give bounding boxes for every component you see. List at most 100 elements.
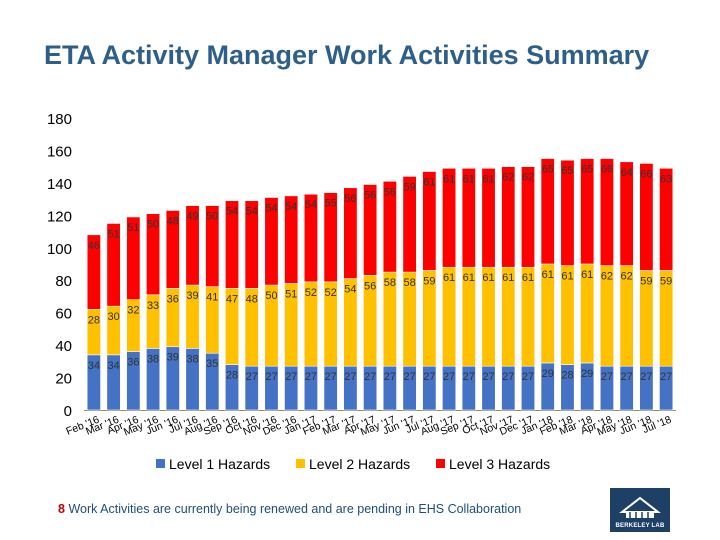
data-label: 30 [107,311,119,323]
data-label: 27 [423,371,435,383]
bar-segment-3 [540,158,555,265]
data-label: 48 [167,215,179,227]
bar-segment-3 [520,166,536,268]
bar-segment-3 [244,200,259,289]
data-label: 54 [344,284,356,296]
data-label: 50 [147,219,159,231]
data-label: 38 [147,353,159,365]
bar-segment-3 [205,205,220,288]
bar-segment-3 [560,159,575,266]
data-label: 32 [127,305,139,317]
data-label: 61 [522,272,534,284]
data-label: 52 [305,287,317,299]
data-label: 62 [502,172,514,184]
bar-segment-3 [185,205,200,286]
y-tick-label: 20 [55,371,72,388]
data-label: 39 [186,290,198,302]
data-label: 66 [640,168,652,180]
bar-segment-3 [501,166,516,268]
y-tick-label: 0 [64,403,72,420]
data-label: 52 [325,287,337,299]
y-tick-label: 140 [47,176,72,193]
data-label: 27 [443,371,455,383]
data-label: 61 [423,177,435,189]
data-label: 56 [364,280,376,292]
bar-segment-3 [481,167,496,268]
legend-swatch [436,459,445,468]
bar-segment-3 [86,234,101,310]
data-label: 65 [542,164,554,176]
data-label: 36 [167,293,179,305]
data-label: 58 [403,277,415,289]
data-label: 34 [88,360,100,372]
data-label: 55 [325,198,337,210]
data-label: 58 [384,277,396,289]
data-label: 54 [285,201,297,213]
y-tick-label: 120 [47,208,72,225]
legend-swatch [156,459,165,468]
data-label: 54 [265,202,277,214]
bar-segment-3 [363,184,378,276]
berkeley-lab-logo: BERKELEY LAB [610,488,670,532]
data-label: 56 [384,186,396,198]
data-label: 29 [581,368,593,380]
legend-swatch [296,459,305,468]
data-label: 41 [206,292,218,304]
bar-segment-3 [106,223,121,307]
data-label: 27 [601,371,613,383]
data-label: 61 [502,272,514,284]
legend-label: Level 2 Hazards [309,456,410,472]
footnote: 8 Work Activities are currently being re… [58,502,521,516]
data-label: 59 [423,275,435,287]
lab-building-icon [619,496,661,518]
data-label: 61 [581,269,593,281]
legend-label: Level 3 Hazards [449,456,550,472]
data-label: 27 [463,371,475,383]
bar-segment-3 [599,158,614,266]
data-label: 65 [561,165,573,177]
data-label: 27 [482,371,494,383]
bar-segment-3 [382,180,397,273]
data-label: 47 [226,293,238,305]
page-title: ETA Activity Manager Work Activities Sum… [44,40,650,70]
data-label: 27 [403,371,415,383]
data-label: 27 [660,371,672,383]
data-label: 27 [325,371,337,383]
data-label: 39 [167,352,179,364]
data-label: 51 [285,288,297,300]
bar-segment-3 [442,167,457,268]
data-label: 27 [344,371,356,383]
data-label: 64 [621,167,633,179]
data-label: 27 [384,371,396,383]
footnote-text: Work Activities are currently being rene… [68,502,522,516]
data-label: 36 [127,357,139,369]
y-tick-label: 60 [55,306,72,323]
data-label: 35 [206,358,218,370]
bar-segment-3 [224,200,240,289]
data-label: 33 [147,300,159,312]
data-label: 61 [561,271,573,283]
logo-caption: BERKELEY LAB [615,523,665,529]
data-label: 61 [443,272,455,284]
data-label: 59 [640,275,652,287]
bar-segment-3 [580,158,595,265]
pending-count: 8 [58,502,65,516]
data-label: 50 [265,290,277,302]
data-label: 28 [561,370,573,382]
data-label: 59 [660,275,672,287]
bar-segment-3 [422,171,437,271]
data-label: 28 [226,370,238,382]
data-label: 54 [246,206,258,218]
data-label: 27 [621,371,633,383]
data-label: 29 [542,368,554,380]
data-label: 27 [502,371,514,383]
data-label: 62 [621,271,633,283]
data-label: 51 [107,228,119,240]
data-label: 46 [88,240,100,252]
data-label: 54 [305,199,317,211]
data-label: 27 [640,371,652,383]
data-label: 49 [186,211,198,223]
data-label: 27 [305,371,317,383]
data-label: 65 [581,164,593,176]
